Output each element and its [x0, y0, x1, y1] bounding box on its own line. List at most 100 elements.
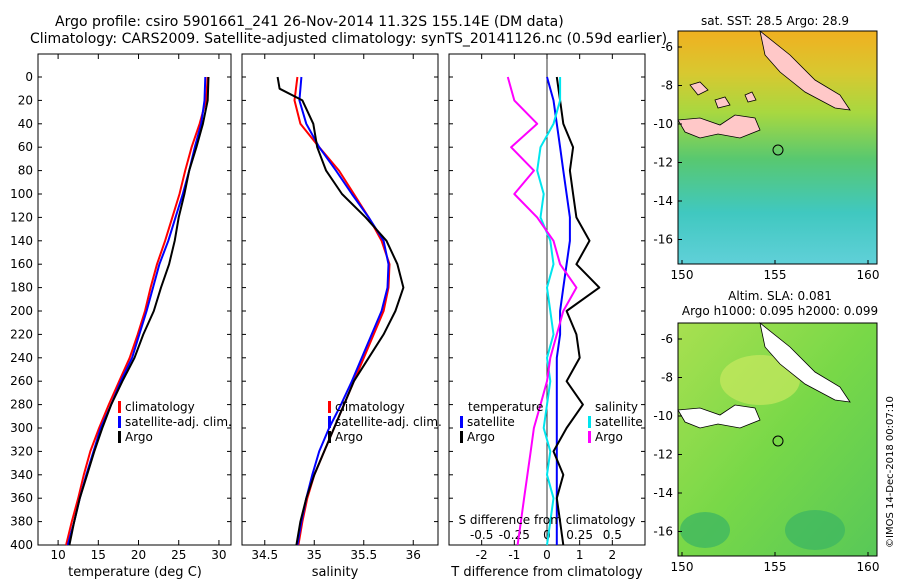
- salinity-panel-frame: [241, 53, 439, 546]
- depth-tick-label: 320: [10, 444, 33, 458]
- depth-tick-label: 220: [10, 327, 33, 341]
- sla-map-axes: 150 155 160 -6 -8 -10 -12 -14 -16: [653, 332, 879, 574]
- map-y-tick-label: -16: [653, 525, 673, 539]
- depth-axis-labels: 0 20 40 60 80 100 120 140 160 180 200 220 240 260 280 3…: [10, 70, 33, 552]
- difference-xlabel: T difference from climatology: [450, 565, 643, 580]
- map-y-tick-label: -16: [653, 233, 673, 247]
- salinity-legend: climatology satellite-adj. clim. Argo: [328, 400, 442, 444]
- sst-map-title: sat. SST: 28.5 Argo: 28.9: [701, 14, 849, 28]
- depth-tick-label: 340: [10, 468, 33, 482]
- legend-s-argo: Argo: [595, 430, 623, 444]
- salinity-panel: 34.5 35 35.5 36: [242, 54, 438, 562]
- depth-tick-label: 100: [10, 187, 33, 201]
- difference-legend: temperature satellite Argo salinity sate…: [460, 400, 643, 444]
- legend-temperature-title: temperature: [468, 400, 543, 414]
- x-tick-label: -1: [508, 548, 520, 562]
- legend-swatch-t-satellite: [460, 416, 463, 428]
- imos-watermark: ©IMOS 14-Dec-2018 00:07:10: [885, 396, 896, 548]
- depth-tick-label: 300: [10, 421, 33, 435]
- argo-float-marker: [772, 144, 784, 156]
- land-solomon-islands: [759, 321, 851, 403]
- x-tick-label: 35: [307, 548, 322, 562]
- x-tick-label: 20: [131, 548, 146, 562]
- sst-field: [678, 31, 877, 264]
- s-tick-label: -0.5: [470, 528, 493, 542]
- x-tick-label: 34.5: [251, 548, 278, 562]
- x-tick-label: 2: [609, 548, 617, 562]
- map-x-tick-label: 155: [764, 268, 787, 282]
- s-tick-label: 0.25: [566, 528, 593, 542]
- depth-tick-label: 140: [10, 234, 33, 248]
- map-y-tick-label: -12: [653, 448, 673, 462]
- title-line-2: Climatology: CARS2009. Satellite-adjuste…: [30, 31, 667, 47]
- map-x-tick-label: 155: [764, 560, 787, 574]
- temperature-xlabel: temperature (deg C): [68, 565, 202, 580]
- x-tick-label: 10: [50, 548, 65, 562]
- legend-argo: Argo: [125, 430, 153, 444]
- legend-swatch-climatology: [328, 401, 331, 413]
- sla-map: [677, 321, 878, 557]
- land-small-islands: [689, 81, 757, 109]
- legend-swatch-argo: [118, 431, 121, 443]
- series-line-argo: [276, 76, 405, 546]
- legend-climatology: climatology: [125, 400, 195, 414]
- land-new-guinea-tail: [677, 114, 761, 139]
- x-tick-label: 15: [91, 548, 106, 562]
- x-tick-label: 1: [576, 548, 584, 562]
- depth-tick-label: 280: [10, 398, 33, 412]
- legend-swatch-climatology: [118, 401, 121, 413]
- salinity-xlabel: salinity: [312, 565, 359, 580]
- legend-s-satellite: satellite: [595, 415, 643, 429]
- sla-low-anomaly: [680, 512, 730, 548]
- series-line-s-argo: [506, 76, 578, 546]
- depth-tick-label: 200: [10, 304, 33, 318]
- map-y-tick-label: -8: [661, 371, 673, 385]
- sla-low-anomaly: [785, 510, 845, 550]
- temperature-panel: 10 15 20 25 30: [38, 54, 231, 562]
- sla-map-frame: [677, 322, 878, 557]
- legend-salinity-title: salinity: [595, 400, 638, 414]
- sla-map-title-1: Altim. SLA: 0.081: [728, 289, 832, 303]
- depth-tick-label: 20: [18, 93, 33, 107]
- series-line-s-satellite: [536, 77, 562, 546]
- legend-swatch-s-argo: [588, 431, 591, 443]
- s-tick-label: -0.25: [499, 528, 530, 542]
- legend-swatch-satellite: [118, 416, 121, 428]
- map-y-tick-label: -10: [653, 117, 673, 131]
- series-line-climatology: [293, 76, 391, 546]
- map-y-tick-label: -14: [653, 194, 673, 208]
- depth-tick-label: 160: [10, 257, 33, 271]
- series-line-argo: [68, 76, 210, 546]
- sst-map: [677, 29, 878, 265]
- map-y-tick-label: -6: [661, 40, 673, 54]
- map-x-tick-label: 150: [671, 560, 694, 574]
- x-tick-label: 25: [171, 548, 186, 562]
- temperature-panel-frame: [37, 53, 232, 546]
- depth-tick-label: 240: [10, 351, 33, 365]
- series-line-t-argo: [552, 76, 601, 546]
- map-x-tick-label: 150: [671, 268, 694, 282]
- depth-tick-label: 80: [18, 164, 33, 178]
- map-y-tick-label: -10: [653, 409, 673, 423]
- map-y-tick-label: -12: [653, 156, 673, 170]
- depth-tick-label: 380: [10, 515, 33, 529]
- legend-swatch-satellite: [328, 416, 331, 428]
- legend-swatch-argo: [328, 431, 331, 443]
- x-tick-label: 30: [211, 548, 226, 562]
- sst-map-frame: [677, 30, 878, 265]
- legend-argo: Argo: [335, 430, 363, 444]
- legend-t-satellite: satellite: [467, 415, 515, 429]
- depth-tick-label: 260: [10, 374, 33, 388]
- land-new-guinea-tail: [677, 404, 761, 429]
- depth-tick-label: 120: [10, 210, 33, 224]
- x-tick-label: 0: [543, 548, 551, 562]
- map-x-tick-label: 160: [857, 268, 880, 282]
- legend-t-argo: Argo: [467, 430, 495, 444]
- depth-tick-label: 360: [10, 491, 33, 505]
- series-line-t-satellite: [546, 76, 571, 545]
- depth-tick-label: 0: [25, 70, 33, 84]
- map-y-tick-label: -14: [653, 486, 673, 500]
- legend-swatch-t-argo: [460, 431, 463, 443]
- legend-satellite-adj: satellite-adj. clim.: [335, 415, 442, 429]
